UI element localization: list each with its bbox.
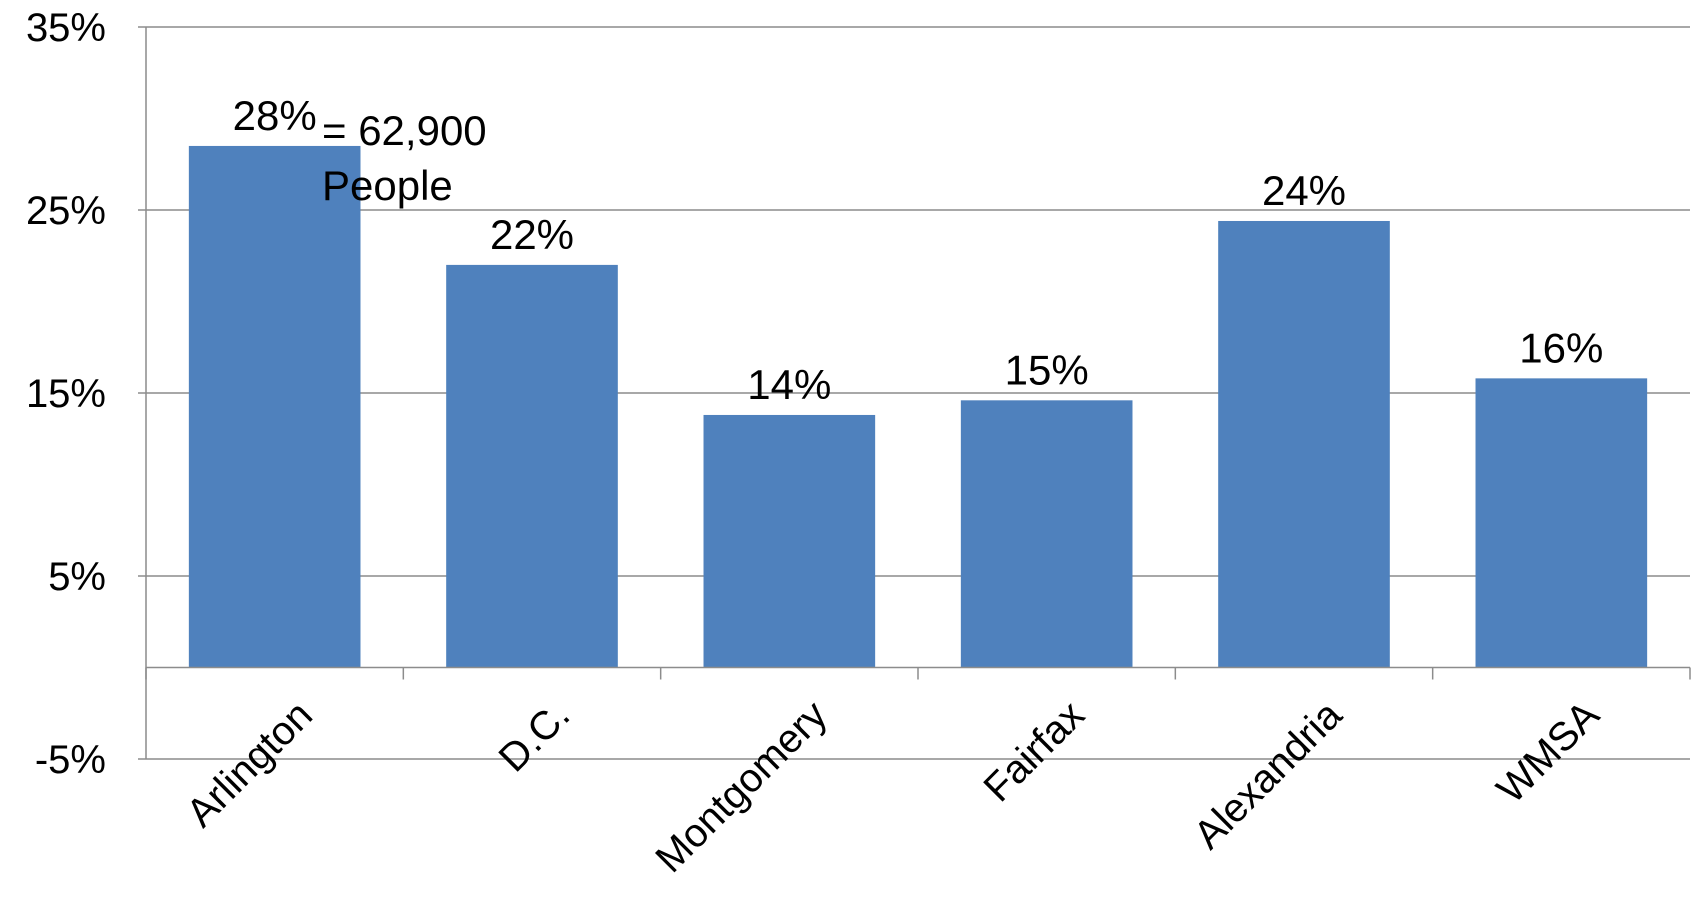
x-tick-label: Alexandria — [1186, 692, 1351, 857]
y-tick-label: 5% — [48, 555, 106, 599]
gridlines — [138, 26, 1690, 760]
bar-arlington — [188, 145, 361, 668]
data-label: 16% — [1519, 324, 1603, 371]
bar-d-c — [446, 264, 618, 668]
data-label: 14% — [747, 361, 831, 408]
y-tick-label: -5% — [35, 738, 106, 782]
axes — [145, 27, 1691, 759]
annotation-line-1: = 62,900 — [322, 107, 487, 154]
x-tick-label: WMSA — [1489, 693, 1608, 812]
category-labels: Arlington D.C. Montgomery Fairfax Alexandria… — [178, 692, 1608, 881]
y-tick-label: 15% — [26, 372, 106, 416]
x-tick-label: Arlington — [178, 693, 321, 836]
bar-fairfax — [960, 400, 1133, 668]
bar-alexandria — [1218, 220, 1390, 668]
data-labels: 28% 22% 14% 15% 24% 16% — [233, 92, 1604, 408]
data-label: 24% — [1262, 167, 1346, 214]
data-label: 28% — [233, 92, 317, 139]
bar-montgomery — [703, 414, 876, 668]
annotation-line-2: People — [322, 162, 453, 209]
data-label: 15% — [1005, 346, 1089, 393]
data-label: 22% — [490, 211, 574, 258]
x-tick-label: Fairfax — [975, 693, 1093, 811]
bars — [188, 145, 1648, 668]
x-tick-label: D.C. — [491, 693, 579, 781]
y-axis-ticks: -5% 5% 15% 25% 35% — [26, 6, 106, 782]
y-tick-label: 35% — [26, 6, 106, 50]
y-tick-label: 25% — [26, 189, 106, 233]
bar-wmsa — [1475, 378, 1648, 668]
x-tick-label: Montgomery — [647, 693, 835, 881]
